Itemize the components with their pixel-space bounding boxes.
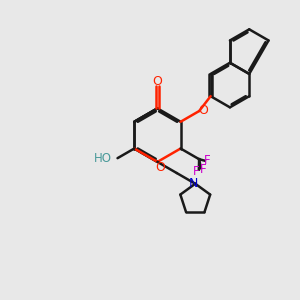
Text: HO: HO [94, 152, 112, 165]
Text: O: O [155, 161, 165, 174]
Text: F: F [193, 165, 200, 178]
Text: O: O [152, 74, 162, 88]
Text: F: F [200, 163, 207, 176]
Text: N: N [188, 177, 198, 190]
Text: O: O [198, 104, 208, 117]
Text: F: F [204, 154, 211, 167]
